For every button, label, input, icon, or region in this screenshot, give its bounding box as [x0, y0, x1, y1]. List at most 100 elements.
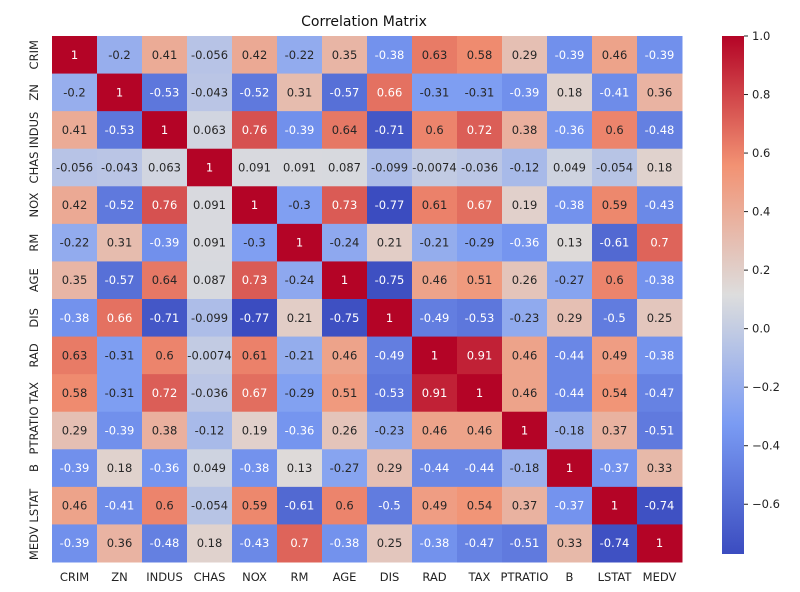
heatmap-cell	[502, 36, 548, 75]
heatmap-cell-label: 0.46	[332, 348, 358, 362]
heatmap-cell-label: 1	[341, 273, 348, 287]
heatmap-cell-label: 0.63	[62, 348, 88, 362]
heatmap-cell-label: -0.39	[555, 48, 585, 62]
heatmap-cell-label: -0.099	[191, 311, 228, 325]
heatmap-cell-label: -0.39	[60, 536, 90, 550]
heatmap-cell	[322, 148, 368, 187]
x-tick-label: RAD	[422, 570, 446, 584]
heatmap-cell-label: 0.42	[62, 198, 88, 212]
heatmap-cell	[232, 524, 278, 563]
heatmap-cell-label: 0.42	[242, 48, 268, 62]
chart-title: Correlation Matrix	[301, 14, 427, 30]
heatmap-cell-label: -0.054	[596, 161, 633, 175]
heatmap-cell-label: 1	[251, 198, 258, 212]
heatmap-cell	[592, 449, 638, 488]
heatmap-cell-label: -0.2	[63, 85, 85, 99]
heatmap-cell	[412, 111, 458, 150]
y-tick-label: CHAS	[27, 152, 41, 184]
heatmap-cell	[322, 36, 368, 75]
heatmap-cell	[277, 148, 323, 187]
heatmap-cell	[52, 336, 98, 375]
heatmap-cell	[232, 411, 278, 450]
heatmap-cell	[187, 261, 233, 300]
heatmap-cell-label: -0.0074	[187, 348, 231, 362]
heatmap-cell	[187, 336, 233, 375]
heatmap-cell-label: -0.37	[600, 461, 630, 475]
heatmap-cell	[637, 411, 683, 450]
heatmap-cell-label: -0.51	[645, 424, 675, 438]
heatmap-cell-label: 0.72	[467, 123, 493, 137]
heatmap-cell	[547, 524, 593, 563]
heatmap-cell	[142, 111, 188, 150]
heatmap-cell	[457, 186, 503, 225]
heatmap-cell	[52, 524, 98, 563]
heatmap-cell-label: -0.75	[330, 311, 360, 325]
heatmap-cell-label: -0.38	[555, 198, 585, 212]
x-tick-label: LSTAT	[598, 570, 633, 584]
heatmap-cell	[322, 524, 368, 563]
heatmap-cell	[457, 374, 503, 413]
heatmap-cell	[637, 486, 683, 525]
heatmap-cell	[457, 261, 503, 300]
heatmap-cell	[142, 36, 188, 75]
heatmap-cell-label: -0.22	[285, 48, 315, 62]
heatmap-cell-label: 0.91	[467, 348, 493, 362]
heatmap-cell	[52, 148, 98, 187]
heatmap-cell	[142, 73, 188, 112]
heatmap-cell	[412, 148, 458, 187]
heatmap-cell-label: 0.72	[152, 386, 178, 400]
heatmap-cell-label: 0.19	[512, 198, 538, 212]
heatmap-cell	[97, 411, 143, 450]
heatmap-cell	[97, 449, 143, 488]
heatmap-cell-label: 0.29	[512, 48, 538, 62]
heatmap-cell-label: -0.74	[645, 499, 675, 513]
heatmap-cell	[457, 486, 503, 525]
heatmap-cell	[52, 374, 98, 413]
heatmap-cell-label: 0.087	[193, 273, 226, 287]
heatmap-cell	[502, 186, 548, 225]
heatmap-cell-label: -0.44	[420, 461, 450, 475]
heatmap-cell-label: 0.73	[332, 198, 358, 212]
heatmap-cell-label: 0.13	[557, 236, 583, 250]
heatmap-cell-label: 0.61	[422, 198, 448, 212]
heatmap-cell	[502, 486, 548, 525]
heatmap-cell	[97, 299, 143, 338]
heatmap-cell	[232, 261, 278, 300]
heatmap-cell	[322, 449, 368, 488]
heatmap-cell	[232, 449, 278, 488]
heatmap-cell	[52, 411, 98, 450]
x-tick-label: ZN	[111, 570, 127, 584]
y-tick-label: AGE	[27, 268, 41, 292]
heatmap-cell-label: 1	[161, 123, 168, 137]
heatmap-cell	[367, 524, 413, 563]
heatmap-cell	[502, 111, 548, 150]
heatmap-cell	[367, 374, 413, 413]
heatmap-cell	[592, 73, 638, 112]
heatmap-cell-label: 0.46	[512, 348, 538, 362]
heatmap-cell	[637, 111, 683, 150]
heatmap-cell	[547, 336, 593, 375]
heatmap-cell	[412, 411, 458, 450]
heatmap-cell-label: 0.31	[107, 236, 133, 250]
heatmap-cell	[52, 111, 98, 150]
heatmap-cell	[97, 223, 143, 262]
heatmap-cell-label: -0.38	[240, 461, 270, 475]
heatmap-cell	[412, 186, 458, 225]
heatmap-cell-label: -0.39	[510, 85, 540, 99]
y-tick-label: RAD	[27, 343, 41, 367]
heatmap-cell	[97, 524, 143, 563]
heatmap-cell	[187, 299, 233, 338]
heatmap-cell	[592, 36, 638, 75]
heatmap-cell-label: -0.53	[105, 123, 135, 137]
heatmap-cell-label: -0.24	[330, 236, 360, 250]
heatmap-cell	[367, 336, 413, 375]
heatmap-cell-label: -0.36	[555, 123, 585, 137]
heatmap-cell	[52, 299, 98, 338]
heatmap-cell	[277, 73, 323, 112]
heatmap-cell	[322, 223, 368, 262]
heatmap-cell-label: -0.27	[330, 461, 360, 475]
heatmap-cell-label: 1	[71, 48, 78, 62]
heatmap-cell	[322, 336, 368, 375]
y-tick-label: CRIM	[27, 40, 41, 69]
heatmap-cell	[457, 411, 503, 450]
